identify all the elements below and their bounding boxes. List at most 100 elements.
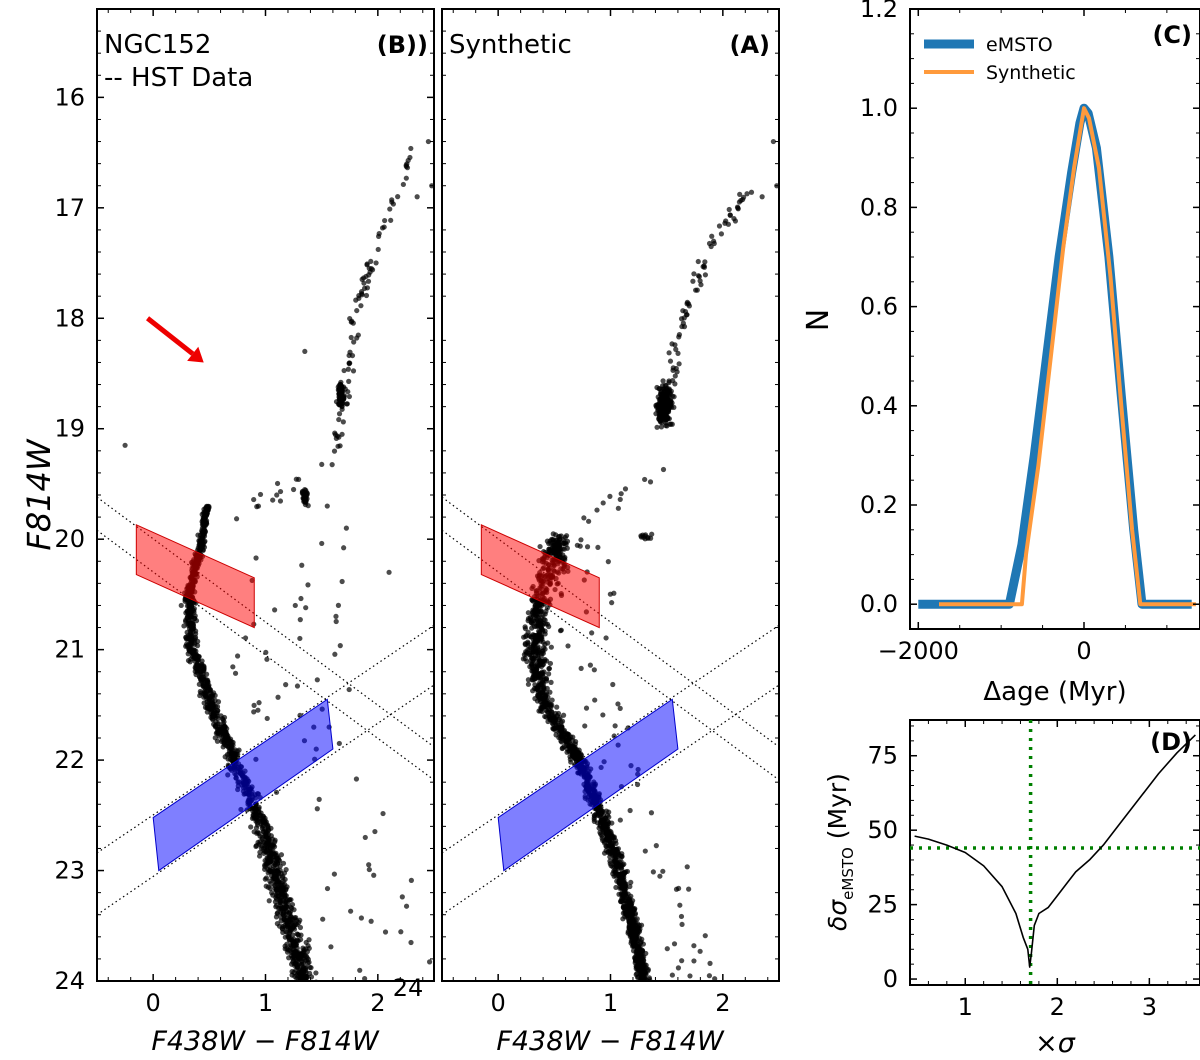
panel-b-star-point	[395, 194, 401, 200]
panel-b-star-point	[388, 217, 394, 223]
panel-b-star-point	[284, 929, 290, 935]
panel-a-star-point	[536, 670, 542, 676]
panel-b-star-point	[289, 916, 295, 922]
panel-b-ytick-label: 17	[54, 194, 85, 222]
panel-a-star-point	[540, 645, 547, 651]
panel-b-star-point	[272, 837, 278, 843]
panel-b-ytick-label: 16	[54, 83, 85, 111]
panel-a-star-point	[697, 278, 703, 284]
panel-a-star-point	[586, 518, 592, 524]
panel-b-star-point	[256, 853, 263, 859]
panel-b-star-point	[292, 973, 298, 980]
panel-a-star-point	[546, 540, 552, 547]
panel-a-star-point	[648, 810, 655, 816]
panel-a-star-point	[722, 220, 728, 226]
panel-b-star-point	[198, 546, 204, 553]
panel-a-star-point	[640, 982, 645, 987]
panel-b-star-point	[248, 824, 254, 830]
panel-a-star-point	[605, 843, 611, 849]
panel-b-star-point	[305, 582, 311, 588]
panel-b-dotted-guide	[97, 624, 434, 854]
panel-a-star-point	[668, 421, 674, 427]
panel-b-star-point	[336, 740, 342, 747]
panel-b-star-point	[206, 705, 212, 711]
panel-b-star-point	[339, 578, 345, 585]
panel-a-star-point	[687, 973, 693, 979]
panel-a-star-point	[613, 859, 620, 865]
panel-a-star-point	[572, 756, 578, 762]
panel-b-star-point	[307, 984, 312, 989]
panel-b-star-point	[350, 368, 357, 374]
panel-a-star-point	[632, 911, 638, 918]
legend-synthetic-label: Synthetic	[986, 62, 1076, 84]
panel-a-star-point	[678, 913, 685, 920]
panel-b-star-point	[253, 555, 259, 561]
panel-a-star-point	[711, 238, 717, 244]
panel-b-star-point	[268, 833, 274, 839]
panel-b-star-point	[204, 684, 210, 690]
panel-b-star-point	[270, 497, 276, 503]
panel-b-star-point	[399, 894, 405, 900]
panel-b-star-point	[265, 825, 271, 831]
panel-b-xtick-label: 1	[258, 989, 273, 1017]
panel-b-star-point	[297, 635, 303, 642]
panel-b-star-point	[278, 899, 284, 905]
panel-a-star-point	[587, 662, 593, 668]
panel-a-star-point	[708, 243, 714, 250]
panel-b-star-point	[264, 656, 270, 662]
panel-a-star-point	[615, 849, 621, 855]
panel-a-star-point	[701, 264, 708, 270]
panel-b-star-point	[358, 915, 364, 921]
panel-a-star-point	[617, 817, 623, 823]
panel-b-star-point	[408, 145, 414, 152]
panel-d-data-layer	[910, 720, 1200, 985]
panel-b-star-point	[261, 839, 268, 845]
panel-a-star-point	[660, 378, 666, 384]
panel-a-star-point	[578, 537, 584, 543]
panel-b-star-point	[256, 830, 262, 837]
panel-a-star-point	[525, 681, 532, 687]
panel-a-star-point	[643, 983, 648, 988]
panel-a-star-point	[603, 848, 609, 854]
panel-a-star-point	[640, 534, 647, 540]
panel-b-star-point	[329, 462, 335, 468]
panel-b-star-point	[178, 602, 184, 609]
panel-b-star-point	[214, 713, 220, 719]
panel-b-star-point	[302, 979, 307, 981]
panel-b-red-selection-box	[135, 524, 255, 629]
panel-b-star-point	[314, 677, 320, 683]
panel-b-star-point	[183, 634, 189, 640]
panel-b-star-point	[341, 545, 347, 551]
panel-b-star-point	[361, 280, 367, 286]
panel-a-star-point	[599, 826, 605, 832]
panel-a-star-point	[530, 643, 537, 650]
panel-a-star-point	[547, 708, 553, 714]
panel-b-star-point	[277, 498, 284, 504]
panel-a-star-point	[631, 906, 637, 913]
panel-b-star-point	[363, 292, 370, 299]
panel-a-star-point	[675, 350, 681, 356]
panel-b-star-point	[280, 878, 286, 884]
panel-b-star-point	[265, 850, 271, 856]
panel-a-star-point	[669, 972, 675, 978]
panel-a-star-point	[554, 543, 560, 549]
panel-b-star-point	[232, 670, 239, 676]
panel-b-star-point	[296, 476, 302, 483]
panel-b-star-point	[259, 819, 266, 825]
panel-a-star-point	[642, 984, 647, 989]
panel-a-star-point	[702, 933, 708, 939]
panel-d-xlabel: ×σ	[1035, 1028, 1076, 1059]
panel-a-star-point	[613, 869, 619, 875]
panel-b-star-point	[306, 959, 312, 965]
panel-a-star-point	[562, 737, 569, 743]
panel-a-star-point	[628, 910, 634, 917]
panel-a-star-point	[618, 898, 624, 904]
panel-b-ytick-label: 22	[54, 746, 85, 774]
panel-b-star-point	[204, 510, 210, 516]
panel-b-xlabel: F438W − F814W	[151, 1026, 380, 1057]
panel-b-star-point	[234, 653, 241, 659]
panel-b-xtick-label: 0	[146, 989, 161, 1017]
panel-a-star-point	[680, 320, 686, 326]
panel-b-plot-area: 0 1 2 16 17 18 19 20 21 22 23 24	[54, 9, 434, 1017]
